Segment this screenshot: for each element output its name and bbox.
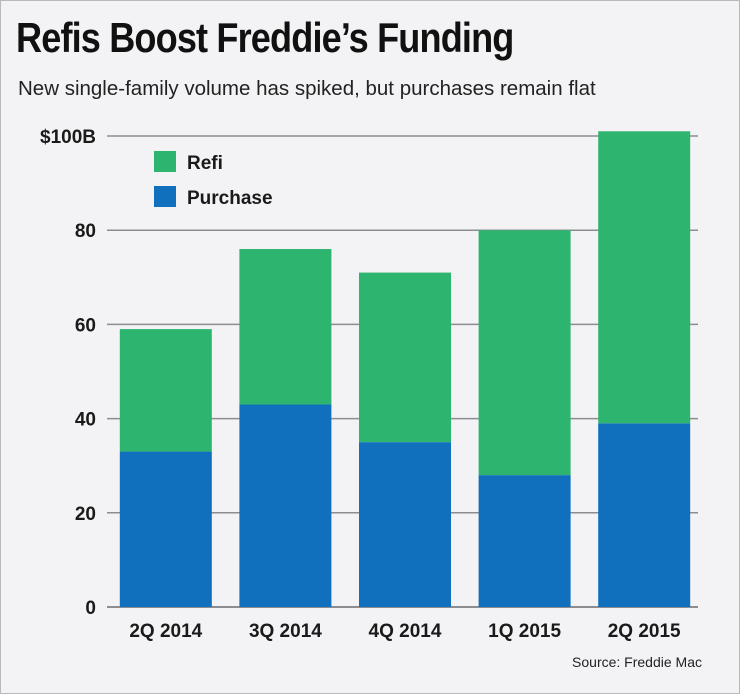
bars [119, 131, 691, 607]
legend-label-refi: Refi [187, 153, 223, 174]
y-tick-label: 80 [75, 221, 96, 242]
source-note: Source: Freddie Mac [572, 654, 702, 670]
y-tick-label: 40 [75, 410, 96, 431]
x-tick-label: 1Q 2015 [488, 621, 561, 642]
bar-purchase-2q-2014 [119, 451, 212, 607]
legend-swatch-purchase [154, 186, 176, 207]
y-tick-label: 20 [75, 504, 96, 525]
bar-purchase-1q-2015 [478, 475, 571, 607]
x-tick-label: 4Q 2014 [369, 621, 442, 642]
legend-label-purchase: Purchase [187, 188, 273, 209]
bar-refi-1q-2015 [478, 230, 571, 476]
bar-refi-4q-2014 [359, 272, 451, 443]
y-tick-label: $100B [40, 127, 96, 148]
y-tick-label: 60 [75, 315, 96, 336]
y-axis-tick-labels: 0 20 40 60 80 $100B [40, 127, 96, 619]
bar-purchase-2q-2015 [598, 423, 691, 607]
x-tick-label: 3Q 2014 [249, 621, 322, 642]
bar-purchase-4q-2014 [359, 442, 451, 607]
y-tick-label: 0 [85, 598, 96, 619]
x-tick-label: 2Q 2015 [608, 621, 681, 642]
x-tick-label: 2Q 2014 [129, 621, 202, 642]
chart-title: Refis Boost Freddie’s Funding [16, 14, 514, 61]
legend: Refi Purchase [154, 151, 273, 209]
bar-refi-3q-2014 [239, 249, 332, 405]
bar-refi-2q-2014 [119, 329, 212, 452]
bar-refi-2q-2015 [598, 131, 691, 424]
bar-purchase-3q-2014 [239, 404, 332, 607]
x-axis-tick-labels: 2Q 2014 3Q 2014 4Q 2014 1Q 2015 2Q 2015 [129, 621, 681, 642]
legend-swatch-refi [154, 151, 176, 172]
chart-subtitle: New single-family volume has spiked, but… [18, 77, 596, 100]
